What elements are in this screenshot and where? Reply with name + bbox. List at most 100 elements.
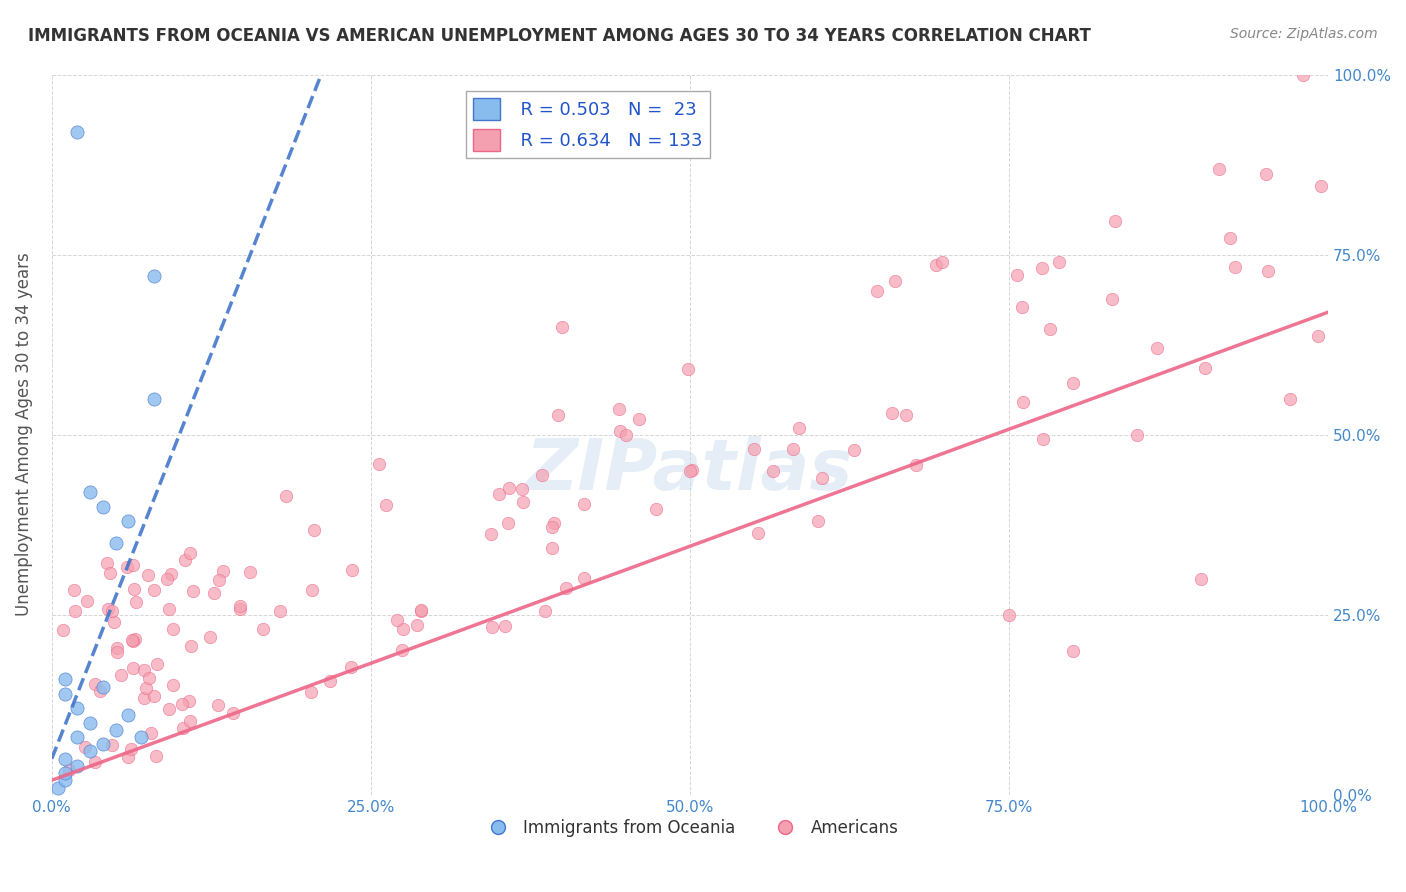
Point xyxy=(541,519,564,533)
Point xyxy=(141,725,163,739)
Point xyxy=(208,573,231,587)
Point xyxy=(79,744,101,758)
Point xyxy=(179,694,201,708)
Point xyxy=(122,634,145,648)
Point xyxy=(551,319,574,334)
Point xyxy=(762,464,785,478)
Point xyxy=(368,457,391,471)
Point xyxy=(884,274,907,288)
Point xyxy=(136,567,159,582)
Point xyxy=(115,560,138,574)
Point xyxy=(1104,214,1126,228)
Point xyxy=(488,486,510,500)
Point xyxy=(105,645,128,659)
Point xyxy=(63,583,86,598)
Point xyxy=(221,706,243,720)
Point xyxy=(58,763,80,777)
Point xyxy=(146,657,169,672)
Point xyxy=(202,586,225,600)
Point xyxy=(844,442,866,457)
Point xyxy=(124,632,146,646)
Point xyxy=(53,752,76,766)
Point xyxy=(392,622,415,636)
Point xyxy=(627,411,650,425)
Point xyxy=(1208,162,1230,177)
Point xyxy=(53,766,76,780)
Point xyxy=(181,584,204,599)
Point xyxy=(494,619,516,633)
Point xyxy=(63,604,86,618)
Point xyxy=(207,698,229,713)
Point xyxy=(162,622,184,636)
Point xyxy=(572,497,595,511)
Point xyxy=(681,463,703,477)
Point xyxy=(679,464,702,478)
Point xyxy=(574,571,596,585)
Point xyxy=(547,409,569,423)
Point xyxy=(411,603,433,617)
Point xyxy=(1291,68,1313,82)
Point xyxy=(142,269,165,284)
Point xyxy=(229,599,252,613)
Point xyxy=(160,567,183,582)
Point xyxy=(676,361,699,376)
Point xyxy=(1125,427,1147,442)
Text: Source: ZipAtlas.com: Source: ZipAtlas.com xyxy=(1230,27,1378,41)
Point xyxy=(53,687,76,701)
Point xyxy=(179,546,201,560)
Point xyxy=(1101,292,1123,306)
Point xyxy=(479,526,502,541)
Point xyxy=(142,690,165,704)
Point xyxy=(228,602,250,616)
Point xyxy=(1225,260,1247,274)
Point xyxy=(931,255,953,269)
Point xyxy=(406,617,429,632)
Point xyxy=(340,563,363,577)
Point xyxy=(121,633,143,648)
Point xyxy=(104,535,127,549)
Point xyxy=(66,759,89,773)
Point xyxy=(129,730,152,744)
Point xyxy=(302,523,325,537)
Point xyxy=(211,564,233,578)
Point xyxy=(89,684,111,698)
Point xyxy=(806,514,828,528)
Text: IMMIGRANTS FROM OCEANIA VS AMERICAN UNEMPLOYMENT AMONG AGES 30 TO 34 YEARS CORRE: IMMIGRANTS FROM OCEANIA VS AMERICAN UNEM… xyxy=(28,27,1091,45)
Point xyxy=(269,604,291,618)
Point xyxy=(555,582,578,596)
Point xyxy=(138,671,160,685)
Point xyxy=(76,594,98,608)
Point xyxy=(142,582,165,597)
Point xyxy=(252,622,274,636)
Point xyxy=(742,442,765,456)
Point xyxy=(84,677,107,691)
Point xyxy=(120,741,142,756)
Point xyxy=(894,409,917,423)
Point xyxy=(96,556,118,570)
Text: ZIPatlas: ZIPatlas xyxy=(526,436,853,505)
Point xyxy=(174,553,197,567)
Point xyxy=(125,595,148,609)
Point xyxy=(614,427,637,442)
Point xyxy=(84,755,107,769)
Point xyxy=(198,630,221,644)
Point xyxy=(882,406,904,420)
Point xyxy=(512,495,534,509)
Point xyxy=(157,702,180,716)
Point xyxy=(1189,572,1212,586)
Point xyxy=(79,715,101,730)
Point xyxy=(1032,432,1054,446)
Point xyxy=(104,723,127,737)
Point xyxy=(1219,231,1241,245)
Point xyxy=(645,502,668,516)
Point xyxy=(1194,360,1216,375)
Point xyxy=(1278,392,1301,406)
Point xyxy=(66,125,89,139)
Point xyxy=(97,602,120,616)
Point xyxy=(1007,268,1029,282)
Point xyxy=(1062,376,1084,390)
Point xyxy=(98,566,121,580)
Point xyxy=(905,458,928,472)
Point xyxy=(533,604,555,618)
Point xyxy=(53,673,76,687)
